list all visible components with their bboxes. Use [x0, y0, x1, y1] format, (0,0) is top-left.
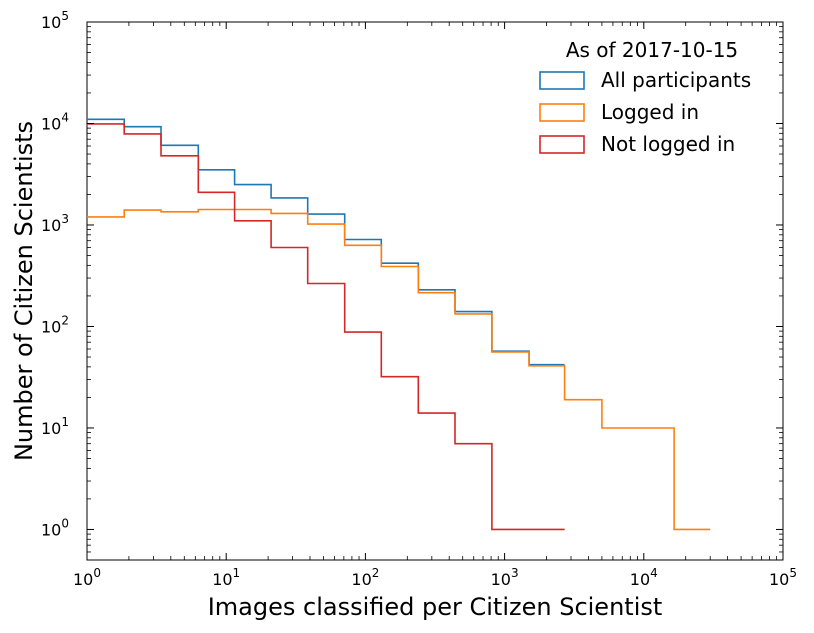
x-axis-ticks: 100 101 102 103 104 105 [73, 22, 797, 589]
x-tick-label: 100 [73, 566, 101, 589]
series-line-all-participants [87, 118, 565, 366]
legend: As of 2017-10-15 All participants Logged … [539, 38, 751, 156]
y-tick-label: 102 [41, 313, 69, 336]
y-axis-ticks: 100 101 102 103 104 105 [41, 9, 783, 561]
legend-swatch-all-participants [539, 71, 585, 90]
y-tick-label: 100 [41, 516, 69, 539]
x-tick-label: 105 [769, 566, 797, 589]
series-line-logged-in [87, 208, 711, 531]
y-tick-label: 103 [41, 212, 69, 235]
x-tick-label: 102 [351, 566, 379, 589]
legend-title: As of 2017-10-15 [566, 38, 738, 62]
y-tick-label: 101 [41, 415, 69, 438]
legend-items: All participants Logged in Not logged in [539, 68, 751, 156]
legend-swatch-logged-in [539, 103, 585, 122]
series-line-not-logged-in [87, 123, 565, 531]
y-tick-label: 105 [41, 9, 69, 32]
x-tick-label: 103 [491, 566, 519, 589]
x-axis-label: Images classified per Citizen Scientist [208, 593, 663, 621]
x-tick-label: 101 [212, 566, 240, 589]
legend-swatch-not-logged-in [539, 135, 585, 154]
y-axis-label: Number of Citizen Scientists [10, 121, 38, 461]
legend-label-all-participants: All participants [601, 68, 751, 92]
plot-frame [86, 21, 784, 561]
x-tick-label: 104 [630, 566, 658, 589]
y-tick-label: 104 [41, 110, 69, 133]
legend-label-logged-in: Logged in [601, 100, 699, 124]
legend-label-not-logged-in: Not logged in [601, 132, 735, 156]
series-group [87, 118, 711, 531]
